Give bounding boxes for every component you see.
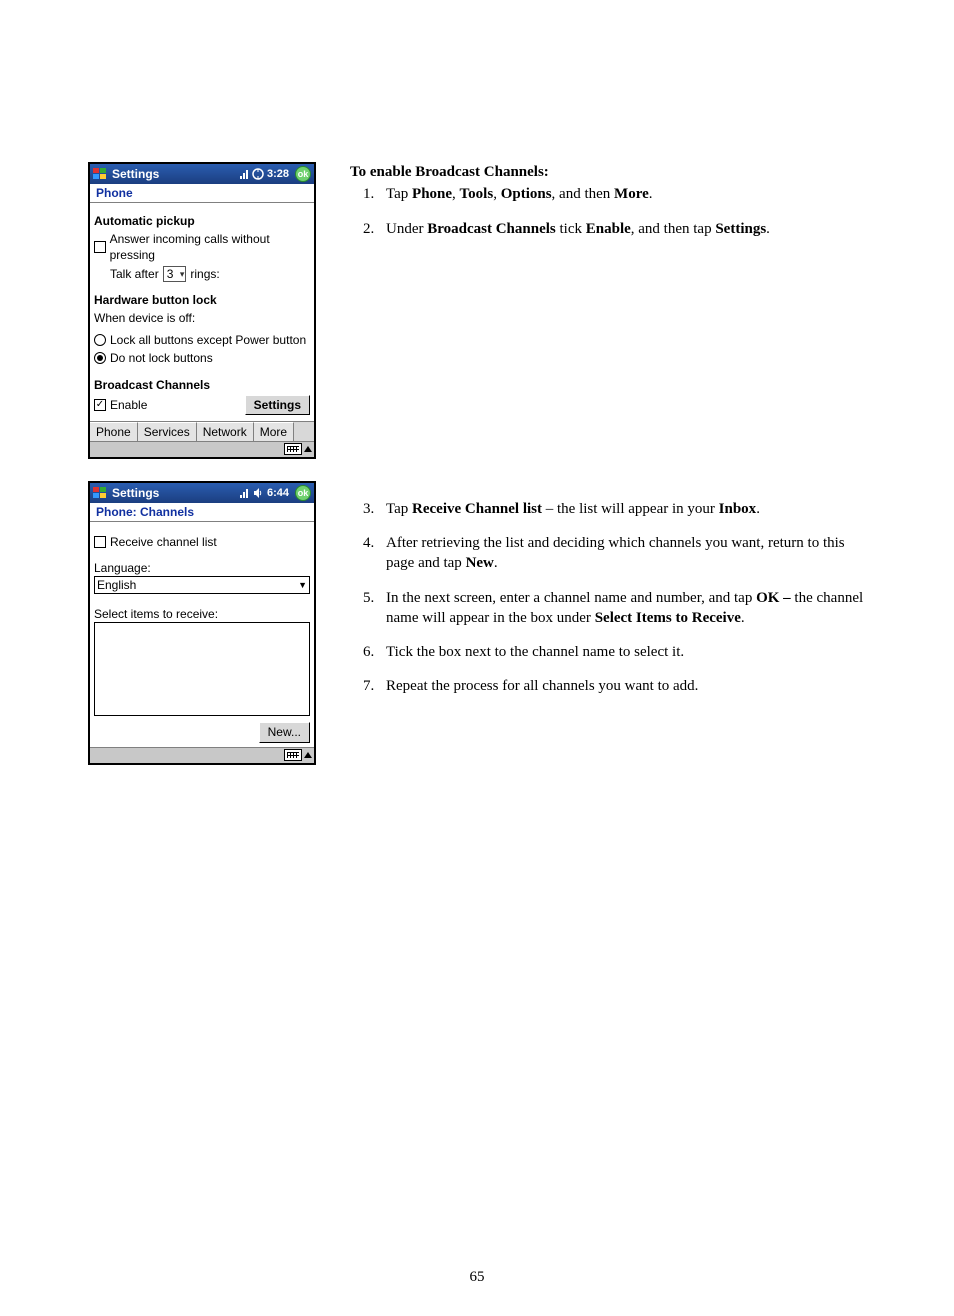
step-3: Tap Receive Channel list – the list will…: [378, 499, 866, 519]
keyboard-icon[interactable]: [284, 749, 302, 761]
auto-pickup-heading: Automatic pickup: [94, 213, 310, 229]
ok-button[interactable]: ok: [295, 166, 311, 182]
title-text: Settings: [112, 486, 159, 500]
broadcast-heading: Broadcast Channels: [94, 377, 310, 393]
keyboard-icon[interactable]: [284, 443, 302, 455]
ok-button[interactable]: ok: [295, 485, 311, 501]
section-header: Phone: Channels: [90, 503, 314, 522]
sip-bar: [90, 747, 314, 763]
talk-after-suffix: rings:: [190, 266, 219, 282]
chevron-down-icon: ▼: [298, 579, 307, 591]
answer-label: Answer incoming calls without pressing: [110, 231, 310, 263]
step-4: After retrieving the list and deciding w…: [378, 533, 866, 574]
radio-lock-label: Lock all buttons except Power button: [110, 332, 306, 348]
tab-bar: Phone Services Network More: [90, 421, 314, 441]
tab-phone[interactable]: Phone: [90, 422, 138, 441]
title-text: Settings: [112, 167, 159, 181]
screenshot-settings-more: Settings 3:28 ok Phone Automatic pickup …: [88, 162, 316, 459]
instructions-text: To enable Broadcast Channels: Tap Phone,…: [350, 162, 866, 711]
sip-up-icon[interactable]: [304, 446, 312, 452]
radio-no-lock-label: Do not lock buttons: [110, 350, 213, 366]
hw-lock-subtext: When device is off:: [94, 310, 310, 326]
talk-after-prefix: Talk after: [110, 266, 159, 282]
step-2: Under Broadcast Channels tick Enable, an…: [378, 219, 866, 239]
step-1: Tap Phone, Tools, Options, and then More…: [378, 184, 866, 204]
status-area: 3:28 ok: [239, 166, 311, 182]
answer-checkbox[interactable]: [94, 241, 106, 253]
language-label: Language:: [94, 560, 310, 576]
sip-up-icon[interactable]: [304, 752, 312, 758]
start-icon[interactable]: [92, 166, 108, 182]
signal-icon: [239, 168, 249, 180]
receive-list-checkbox[interactable]: [94, 536, 106, 548]
clock-text: 6:44: [267, 487, 289, 499]
step-6: Tick the box next to the channel name to…: [378, 642, 866, 662]
items-listbox[interactable]: [94, 622, 310, 716]
start-icon[interactable]: [92, 485, 108, 501]
status-area: 6:44 ok: [239, 485, 311, 501]
screenshot-channels: Settings 6:44 ok Phone: Channels Receive…: [88, 481, 316, 765]
clock-text: 3:28: [267, 168, 289, 180]
tab-network[interactable]: Network: [197, 422, 254, 441]
radio-no-lock[interactable]: [94, 352, 106, 364]
language-select[interactable]: English ▼: [94, 576, 310, 594]
tab-services[interactable]: Services: [138, 422, 197, 441]
hw-lock-heading: Hardware button lock: [94, 292, 310, 308]
titlebar: Settings 3:28 ok: [90, 164, 314, 184]
select-items-label: Select items to receive:: [94, 606, 310, 622]
page-number: 65: [0, 1269, 954, 1286]
speaker-icon: [252, 487, 264, 499]
radio-lock-except-power[interactable]: [94, 334, 106, 346]
sip-bar: [90, 441, 314, 457]
receive-list-label: Receive channel list: [110, 534, 217, 550]
step-7: Repeat the process for all channels you …: [378, 676, 866, 696]
instructions-heading: To enable Broadcast Channels:: [350, 162, 866, 182]
titlebar: Settings 6:44 ok: [90, 483, 314, 503]
section-header: Phone: [90, 184, 314, 203]
new-button[interactable]: New...: [259, 722, 310, 742]
enable-label: Enable: [110, 397, 147, 413]
step-5: In the next screen, enter a channel name…: [378, 588, 866, 629]
tab-more[interactable]: More: [254, 422, 294, 441]
settings-button[interactable]: Settings: [245, 395, 310, 415]
enable-checkbox[interactable]: ✓: [94, 399, 106, 411]
signal-icon: [239, 487, 249, 499]
rings-select[interactable]: 3: [163, 266, 187, 282]
sync-icon: [252, 168, 264, 180]
